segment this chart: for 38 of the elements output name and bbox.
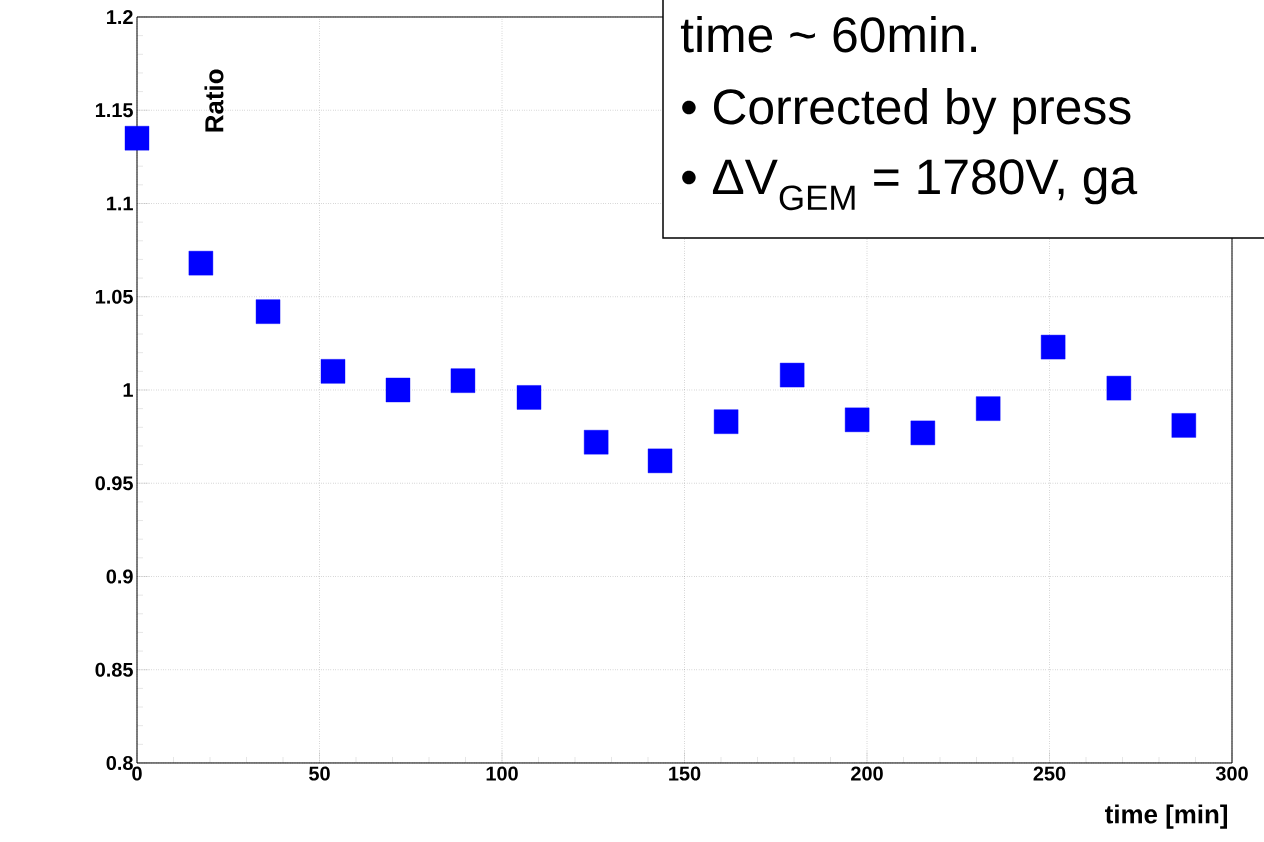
y-tick-label: 0.8: [106, 755, 133, 771]
x-tick-label: 150: [669, 766, 701, 781]
point: [844, 407, 870, 433]
y-axis-title: Ratio: [204, 69, 224, 132]
annotation: time ~ 60min.: [680, 15, 976, 53]
y-tick-label: 1.05: [95, 289, 133, 304]
point: [1040, 334, 1066, 360]
point: [713, 409, 739, 434]
x-tick-label: 50: [309, 766, 330, 781]
point: [188, 250, 214, 276]
x-tick-label: 300: [1215, 766, 1248, 781]
x-tick-label: 100: [486, 766, 518, 781]
y-tick-label: 0.95: [95, 476, 133, 491]
point: [779, 362, 805, 388]
point: [583, 430, 609, 455]
point: [450, 368, 476, 393]
y-tick-label: 1.2: [107, 10, 133, 24]
point: [975, 396, 1001, 421]
point: [647, 448, 673, 474]
y-tick-label: 1.1: [107, 196, 133, 211]
point: [516, 385, 542, 410]
y-tick-label: 1: [123, 383, 133, 397]
point: [385, 377, 411, 403]
annotation: • Corrected by press: [682, 87, 1131, 135]
x-tick-label: 200: [851, 766, 883, 781]
point: [124, 126, 150, 151]
y-tick-label: 0.9: [106, 569, 133, 584]
x-axis-title: time [min]: [1105, 804, 1228, 829]
x-tick-label: 250: [1033, 766, 1066, 781]
point: [1171, 413, 1197, 438]
point: [1106, 375, 1132, 401]
point: [910, 420, 936, 446]
point: [320, 359, 346, 384]
x-tick-label: 0: [132, 766, 142, 781]
point: [255, 299, 281, 324]
annotation: • ΔV$_{GEM}$ = 1780V, ga: [682, 159, 1138, 211]
y-tick-label: 1.15: [95, 103, 133, 118]
y-tick-label: 0.85: [95, 662, 133, 677]
